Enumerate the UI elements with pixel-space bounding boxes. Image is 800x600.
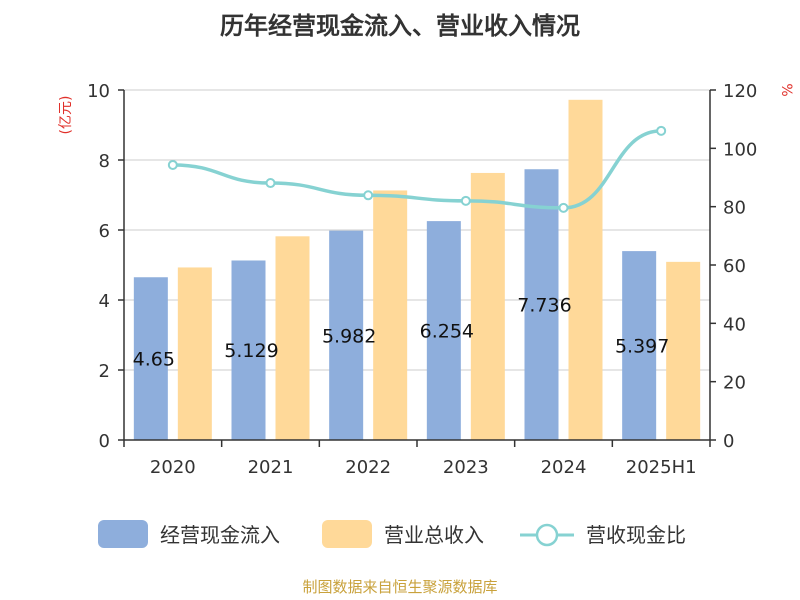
- bar-营业总收入: [666, 261, 701, 440]
- bar-营业总收入: [373, 190, 408, 440]
- y-right-tick-label: 60: [723, 256, 746, 277]
- legend-swatch-营业总收入: [322, 520, 372, 548]
- bar-经营现金流入: [524, 169, 559, 441]
- ratio-point: [363, 190, 374, 201]
- source-note: 制图数据来自恒生聚源数据库: [302, 578, 497, 596]
- grid-lines: [124, 89, 710, 371]
- y-right-tick-label: 120: [723, 81, 757, 102]
- data-label: 4.65: [133, 349, 175, 371]
- y-right-tick-label: 100: [723, 139, 757, 160]
- y-right-tick-label: 20: [723, 373, 746, 394]
- ratio-line-layer: [167, 125, 667, 213]
- x-tick-label: 2020: [150, 457, 196, 478]
- x-tick-label: 2023: [443, 457, 489, 478]
- bar-经营现金流入: [426, 221, 461, 440]
- bar-经营现金流入: [329, 230, 364, 440]
- legend-swatch-经营现金流入: [98, 520, 148, 548]
- ratio-line: [172, 129, 662, 210]
- legend-label: 经营现金流入: [160, 523, 280, 547]
- legend-label: 营业总收入: [384, 523, 484, 547]
- y-left-unit: (亿元): [58, 96, 74, 135]
- y-left-tick-label: 2: [99, 361, 110, 382]
- ratio-point: [460, 195, 471, 206]
- data-label: 7.736: [517, 295, 571, 317]
- y-right-tick-label: 0: [723, 431, 734, 452]
- x-tick-label: 2024: [541, 457, 587, 478]
- y-right-tick-label: 40: [723, 314, 746, 335]
- legend: 经营现金流入 营业总收入 营收现金比: [98, 520, 686, 548]
- ratio-point: [656, 125, 667, 136]
- y-left-tick-label: 4: [99, 291, 110, 312]
- chart-title: 历年经营现金流入、营业收入情况: [220, 12, 580, 40]
- x-tick-label: 2025H1: [626, 457, 697, 478]
- y-right-tick-label: 80: [723, 198, 746, 219]
- bar-营业总收入: [177, 267, 212, 440]
- data-label: 5.397: [615, 336, 669, 358]
- data-label: 5.129: [224, 340, 278, 362]
- bar-经营现金流入: [231, 260, 266, 440]
- y-left-tick-label: 8: [99, 151, 110, 172]
- y-left-tick-label: 10: [87, 81, 110, 102]
- bar-经营现金流入: [133, 277, 168, 440]
- bar-经营现金流入: [622, 251, 657, 440]
- data-labels: 4.65 5.129 5.982 6.254 7.736 5.397: [133, 295, 670, 371]
- ratio-point: [558, 202, 569, 213]
- bar-营业总收入: [275, 236, 310, 440]
- bar-营业总收入: [470, 172, 505, 440]
- y-left-tick-label: 0: [99, 431, 110, 452]
- x-tick-label: 2021: [248, 457, 294, 478]
- data-label: 6.254: [420, 321, 474, 343]
- legend-label: 营收现金比: [586, 523, 686, 547]
- bar-营业总收入: [568, 99, 603, 441]
- data-label: 5.982: [322, 325, 376, 347]
- y-right-unit: %: [778, 83, 794, 96]
- legend-marker-营收现金比: [535, 523, 559, 547]
- bars: [133, 99, 701, 441]
- x-tick-label: 2022: [345, 457, 391, 478]
- y-left-tick-label: 6: [99, 221, 110, 242]
- ratio-point: [265, 178, 276, 189]
- ratio-point: [167, 159, 178, 170]
